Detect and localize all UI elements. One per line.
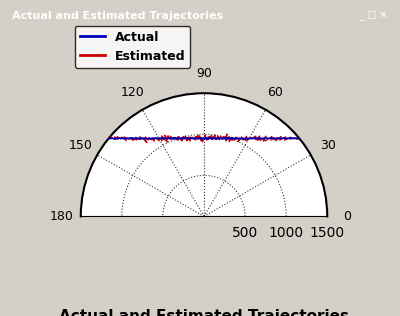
Text: Actual and Estimated Trajectories: Actual and Estimated Trajectories (12, 11, 223, 21)
Title: Actual and Estimated Trajectories: Actual and Estimated Trajectories (59, 309, 349, 316)
Text: _ □ ✕: _ □ ✕ (360, 11, 388, 21)
Legend: Actual, Estimated: Actual, Estimated (75, 26, 190, 68)
